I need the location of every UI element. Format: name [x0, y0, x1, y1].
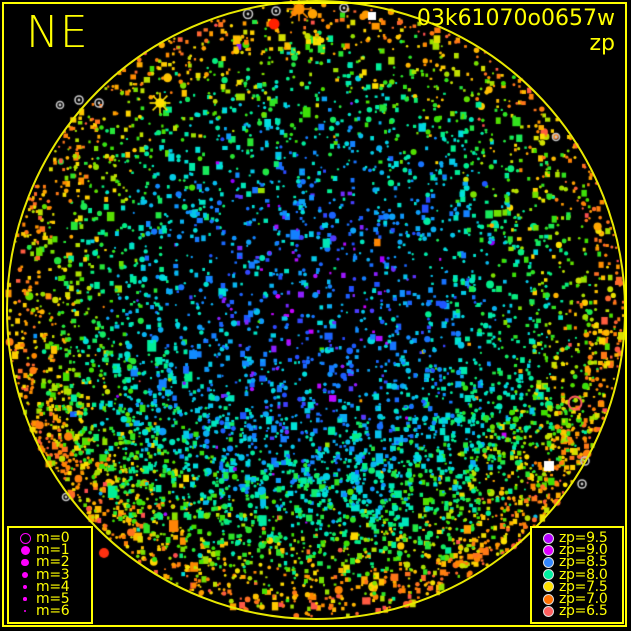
zeropoint-color-swatch: [542, 581, 554, 593]
zeropoint-color-swatch: [542, 544, 554, 556]
zeropoint-swatch-cell: [537, 532, 559, 544]
quantity-label: zp: [589, 31, 615, 56]
magnitude-swatch-cell: [14, 597, 36, 601]
magnitude-marker-icon: [22, 584, 28, 590]
zeropoint-legend-row: zp=9.0: [537, 542, 617, 559]
zeropoint-legend-row: zp=9.5: [537, 530, 617, 547]
magnitude-legend-row: m=2: [14, 554, 86, 571]
magnitude-legend-label: m=0: [36, 530, 70, 547]
zeropoint-swatch-cell: [537, 605, 559, 617]
zeropoint-legend: zp=9.5 zp=9.0 zp=8.5 zp=8.0 zp=7.5 zp=7.0 zp=6…: [530, 526, 624, 624]
magnitude-swatch-cell: [14, 584, 36, 590]
magnitude-legend-label: m=1: [36, 542, 70, 559]
magnitude-legend-row: m=6: [14, 603, 86, 620]
magnitude-legend-label: m=4: [36, 578, 70, 595]
magnitude-legend-row: m=0: [14, 530, 86, 547]
magnitude-swatch-cell: [14, 609, 36, 613]
magnitude-legend-label: m=3: [36, 566, 70, 583]
magnitude-legend: m=0 m=1 m=2 m=3 m=4 m=5 m=6: [7, 526, 93, 624]
magnitude-marker-icon: [19, 532, 31, 544]
zeropoint-legend-row: zp=6.5: [537, 603, 617, 620]
zeropoint-legend-label: zp=8.5: [559, 554, 608, 571]
zeropoint-legend-label: zp=9.5: [559, 530, 608, 547]
zeropoint-color-swatch: [542, 532, 554, 544]
zeropoint-color-swatch: [542, 569, 554, 581]
magnitude-legend-row: m=5: [14, 591, 86, 608]
magnitude-marker-icon: [21, 558, 29, 567]
magnitude-swatch-cell: [14, 558, 36, 567]
magnitude-swatch-cell: [14, 571, 36, 578]
zeropoint-legend-row: zp=7.5: [537, 578, 617, 595]
magnitude-marker-icon: [23, 597, 27, 601]
zeropoint-legend-label: zp=9.0: [559, 542, 608, 559]
zeropoint-legend-row: zp=8.0: [537, 566, 617, 583]
magnitude-legend-label: m=5: [36, 591, 70, 608]
zeropoint-legend-row: zp=8.5: [537, 554, 617, 571]
zeropoint-swatch-cell: [537, 556, 559, 568]
magnitude-swatch-cell: [14, 532, 36, 544]
magnitude-marker-icon: [22, 571, 28, 578]
magnitude-legend-label: m=6: [36, 603, 70, 620]
zeropoint-swatch-cell: [537, 544, 559, 556]
magnitude-marker-icon: [23, 609, 27, 613]
magnitude-swatch-cell: [14, 545, 36, 555]
zeropoint-swatch-cell: [537, 581, 559, 593]
direction-label: NE: [26, 7, 89, 58]
magnitude-marker-icon: [20, 545, 30, 555]
zeropoint-legend-label: zp=7.0: [559, 591, 608, 608]
zeropoint-legend-label: zp=6.5: [559, 603, 608, 620]
magnitude-legend-label: m=2: [36, 554, 70, 571]
zeropoint-legend-label: zp=7.5: [559, 578, 608, 595]
magnitude-legend-row: m=1: [14, 542, 86, 559]
zeropoint-legend-label: zp=8.0: [559, 566, 608, 583]
zeropoint-color-swatch: [542, 556, 554, 568]
zeropoint-legend-row: zp=7.0: [537, 591, 617, 608]
zeropoint-swatch-cell: [537, 593, 559, 605]
magnitude-legend-row: m=3: [14, 566, 86, 583]
zeropoint-color-swatch: [542, 605, 554, 617]
zeropoint-color-swatch: [542, 593, 554, 605]
frame-id-label: 03k61070o0657w: [416, 6, 615, 31]
magnitude-legend-row: m=4: [14, 578, 86, 595]
zeropoint-swatch-cell: [537, 569, 559, 581]
